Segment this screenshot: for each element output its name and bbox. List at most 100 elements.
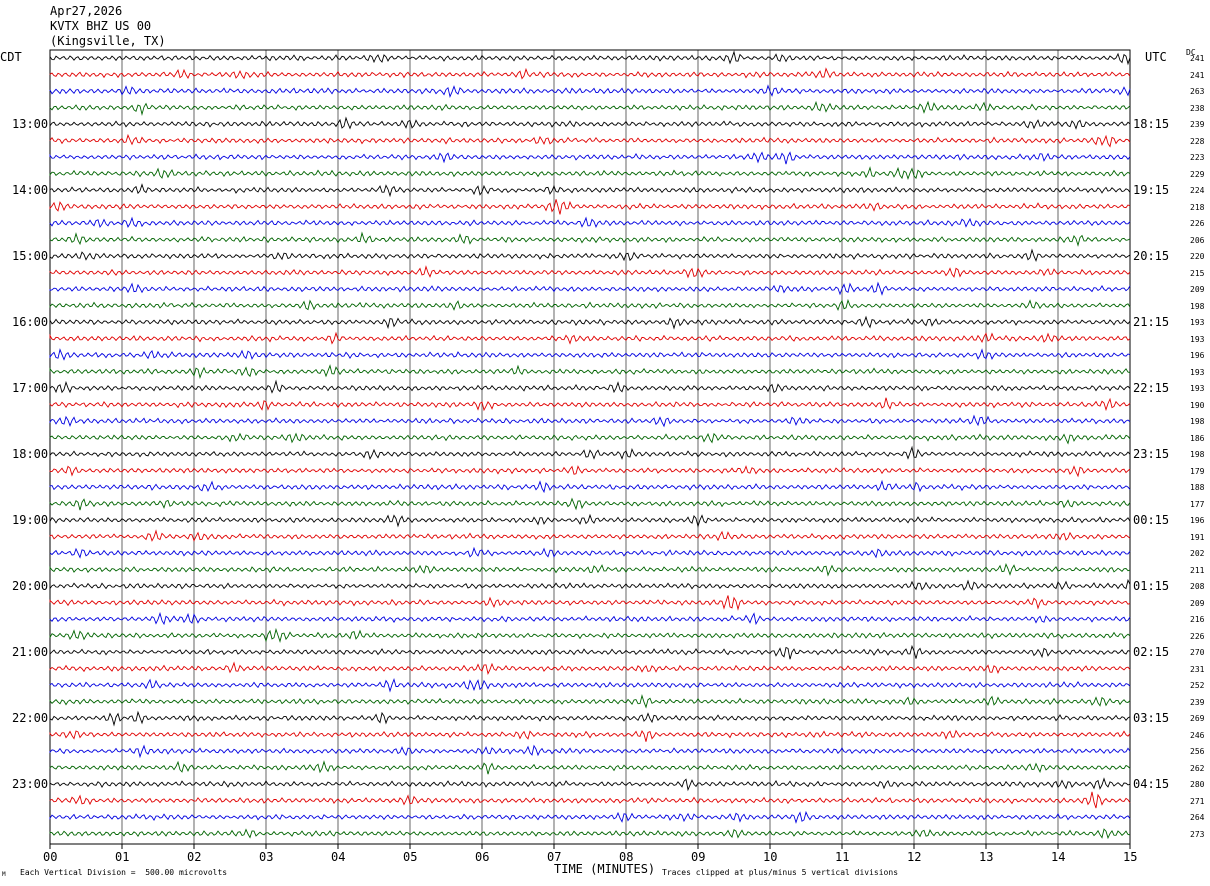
- trace-row-36: [49, 627, 1131, 644]
- trace-row-34: [49, 595, 1131, 611]
- clip-note: Traces clipped at plus/minus 5 vertical …: [662, 868, 899, 877]
- cdt-time-label: 23:00: [12, 777, 49, 791]
- dc-value: 270: [1190, 648, 1205, 657]
- x-tick-label: 14: [1051, 850, 1066, 864]
- x-tick-label: 04: [331, 850, 346, 864]
- x-tick-label: 15: [1123, 850, 1138, 864]
- trace-row-24: [49, 432, 1131, 445]
- dc-value: 224: [1190, 186, 1205, 195]
- corner-mark: M: [2, 871, 6, 878]
- dc-value: 206: [1190, 235, 1205, 245]
- dc-value: 226: [1190, 631, 1205, 641]
- cdt-time-label: 16:00: [12, 315, 49, 329]
- trace-row-33: [49, 578, 1131, 591]
- dc-header: DC: [1186, 48, 1196, 57]
- x-tick-label: 06: [475, 850, 490, 864]
- trace-row-38: [49, 661, 1131, 675]
- dc-value: 280: [1190, 780, 1205, 789]
- plot-frame: [49, 49, 1131, 845]
- utc-time-label: 22:15: [1133, 381, 1170, 395]
- x-tick-label: 08: [619, 850, 634, 864]
- dc-value: 209: [1190, 598, 1205, 608]
- trace-row-22: [49, 397, 1131, 412]
- utc-time-label: 18:15: [1133, 117, 1170, 131]
- dc-value: 202: [1190, 549, 1205, 558]
- cdt-time-label: 17:00: [12, 381, 49, 395]
- trace-row-3: [49, 84, 1131, 99]
- dc-value: 179: [1190, 466, 1205, 476]
- dc-value: 229: [1190, 169, 1205, 179]
- dc-value: 262: [1190, 763, 1205, 773]
- dc-value: 211: [1190, 565, 1205, 575]
- trace-row-17: [49, 315, 1131, 330]
- header-date: Apr27,2026: [50, 4, 123, 18]
- dc-value: 198: [1190, 450, 1205, 459]
- dc-value: 198: [1190, 301, 1205, 311]
- dc-value: 193: [1190, 334, 1205, 344]
- x-tick-label: 10: [763, 850, 778, 864]
- x-tick-label: 12: [907, 850, 922, 864]
- trace-row-18: [49, 331, 1131, 345]
- utc-time-label: 21:15: [1133, 315, 1170, 329]
- trace-row-46: [49, 791, 1131, 809]
- dc-value: 241: [1190, 70, 1205, 80]
- dc-value: 271: [1190, 796, 1205, 806]
- dc-value: 177: [1190, 499, 1205, 509]
- x-tick-label: 07: [547, 850, 562, 864]
- x-tick-label: 03: [259, 850, 274, 864]
- cdt-time-label: 20:00: [12, 579, 49, 593]
- trace-row-6: [49, 133, 1131, 148]
- header-location: (Kingsville, TX): [50, 34, 166, 48]
- dc-value: 269: [1190, 714, 1205, 723]
- trace-row-2: [49, 67, 1131, 80]
- vertical-division-note: Each Vertical Division = 500.00 microvol…: [20, 868, 228, 877]
- utc-time-label: 03:15: [1133, 711, 1170, 725]
- trace-row-1: [49, 50, 1131, 66]
- utc-time-label: 23:15: [1133, 447, 1170, 461]
- trace-row-19: [49, 348, 1131, 361]
- utc-time-label: 20:15: [1133, 249, 1170, 263]
- dc-value: 239: [1190, 697, 1205, 707]
- utc-time-label: 04:15: [1133, 777, 1170, 791]
- trace-row-30: [49, 529, 1131, 542]
- header-station: KVTX BHZ US 00: [50, 19, 152, 33]
- dc-value: 246: [1190, 730, 1205, 740]
- dc-value: 193: [1190, 367, 1205, 377]
- cdt-time-label: 14:00: [12, 183, 49, 197]
- trace-row-41: [49, 710, 1131, 727]
- trace-row-25: [49, 445, 1131, 460]
- trace-row-35: [49, 611, 1131, 626]
- trace-row-26: [49, 465, 1131, 478]
- dc-value: 241: [1190, 54, 1205, 63]
- trace-row-21: [49, 379, 1131, 394]
- x-tick-label: 09: [691, 850, 706, 864]
- dc-value: 186: [1190, 433, 1205, 443]
- x-tick-label: 11: [835, 850, 850, 864]
- dc-value: 263: [1190, 87, 1205, 96]
- x-tick-label: 01: [115, 850, 130, 864]
- utc-time-label: 19:15: [1133, 183, 1170, 197]
- cdt-time-label: 21:00: [12, 645, 49, 659]
- dc-value: 256: [1190, 747, 1205, 756]
- cdt-time-label: 15:00: [12, 249, 49, 263]
- dc-value: 238: [1190, 103, 1205, 113]
- dc-value: 264: [1190, 813, 1205, 822]
- trace-row-9: [49, 183, 1131, 198]
- dc-value: 215: [1190, 268, 1205, 278]
- trace-row-40: [49, 694, 1131, 709]
- trace-row-32: [49, 562, 1131, 577]
- x-tick-label: 05: [403, 850, 418, 864]
- dc-value: 226: [1190, 219, 1205, 228]
- dc-value: 231: [1190, 664, 1205, 674]
- dc-value: 190: [1190, 400, 1205, 410]
- dc-value: 196: [1190, 351, 1205, 360]
- trace-row-12: [49, 231, 1131, 247]
- x-tick-label: 00: [43, 850, 58, 864]
- dc-value: 208: [1190, 582, 1205, 591]
- utc-time-label: 00:15: [1133, 513, 1170, 527]
- trace-row-37: [49, 644, 1131, 660]
- dc-value: 193: [1190, 384, 1205, 393]
- dc-value: 196: [1190, 516, 1205, 525]
- trace-row-45: [49, 777, 1131, 792]
